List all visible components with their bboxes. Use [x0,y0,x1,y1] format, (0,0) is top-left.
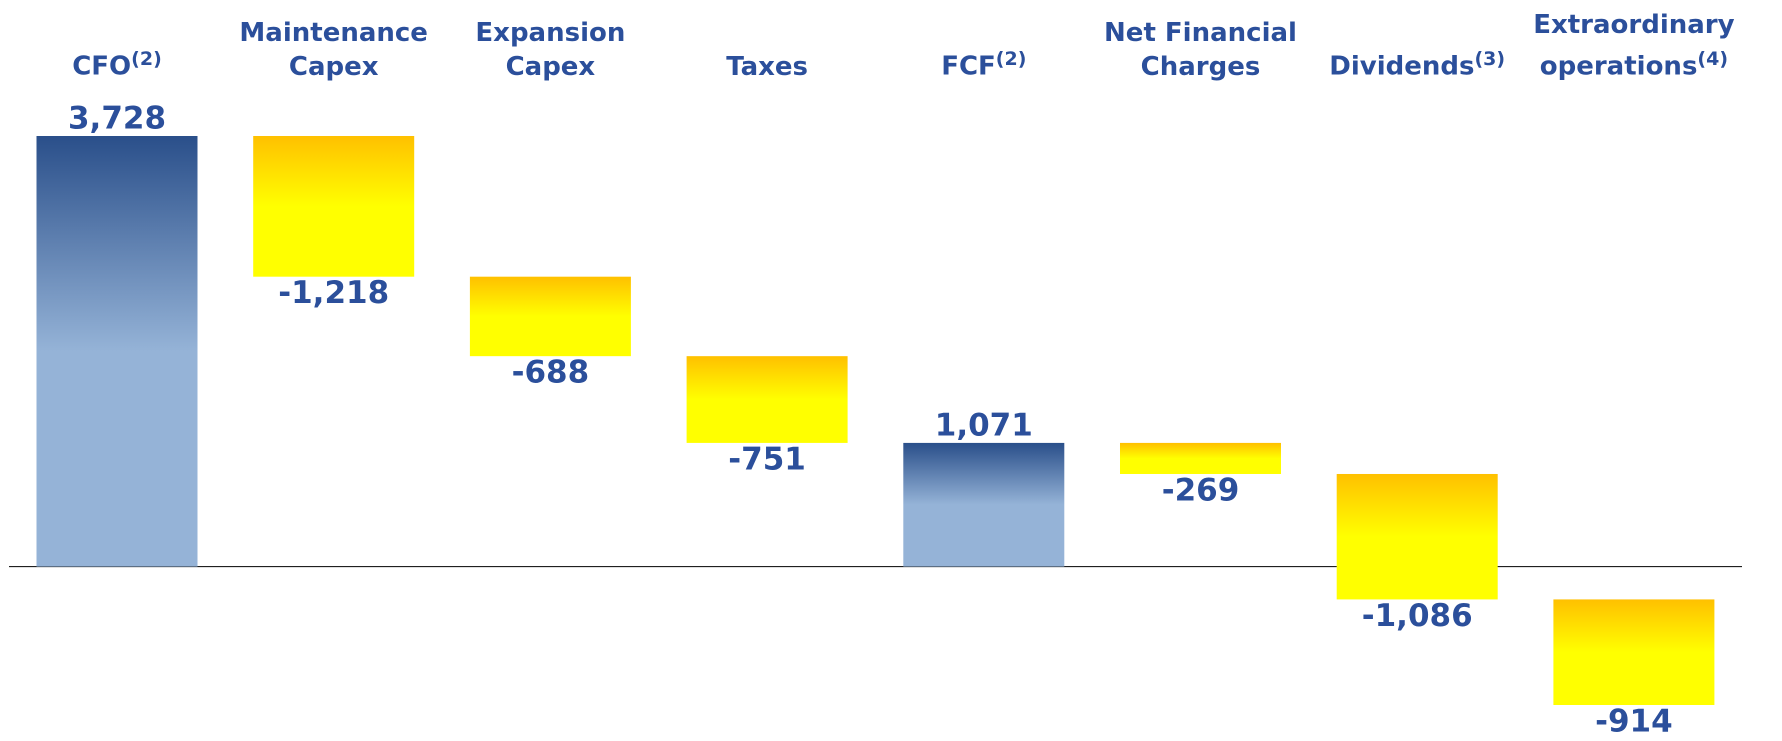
category-text: Taxes [726,52,808,82]
value-label: -751 [728,441,806,477]
footnote-mark: (2) [131,48,162,71]
bar [469,276,631,357]
bar [903,442,1065,567]
category-text: FCF [941,52,996,82]
category-text: Expansion Capex [475,18,626,82]
category-text: Extraordinary operations [1533,10,1735,82]
category-label: CFO(2) [9,42,225,84]
category-label: Net Financial Charges [1093,16,1309,84]
category-label: FCF(2) [876,42,1092,84]
bar [253,136,415,277]
bar [36,136,198,567]
value-label: -914 [1595,704,1673,740]
category-label: Extraordinary operations(4) [1526,8,1742,84]
bar [686,356,848,443]
category-text: Maintenance Capex [239,18,428,82]
footnote-mark: (4) [1697,48,1729,71]
category-label: Taxes [659,50,875,84]
value-label: 1,071 [935,407,1033,443]
value-label: 3,728 [68,101,166,137]
category-text: CFO [72,52,132,82]
bar [1336,473,1498,600]
category-label: Expansion Capex [442,16,658,84]
category-text: Dividends [1329,52,1475,82]
value-label: -1,218 [278,275,389,311]
value-label: -269 [1162,472,1240,508]
bar [1553,599,1715,705]
category-label: Dividends(3) [1309,42,1525,84]
footnote-mark: (2) [995,48,1027,71]
footnote-mark: (3) [1474,48,1506,71]
category-text: Net Financial Charges [1104,18,1297,82]
bar [1120,442,1281,474]
value-label: -1,086 [1362,598,1473,634]
value-label: -688 [512,355,590,391]
category-label: Maintenance Capex [226,16,442,84]
